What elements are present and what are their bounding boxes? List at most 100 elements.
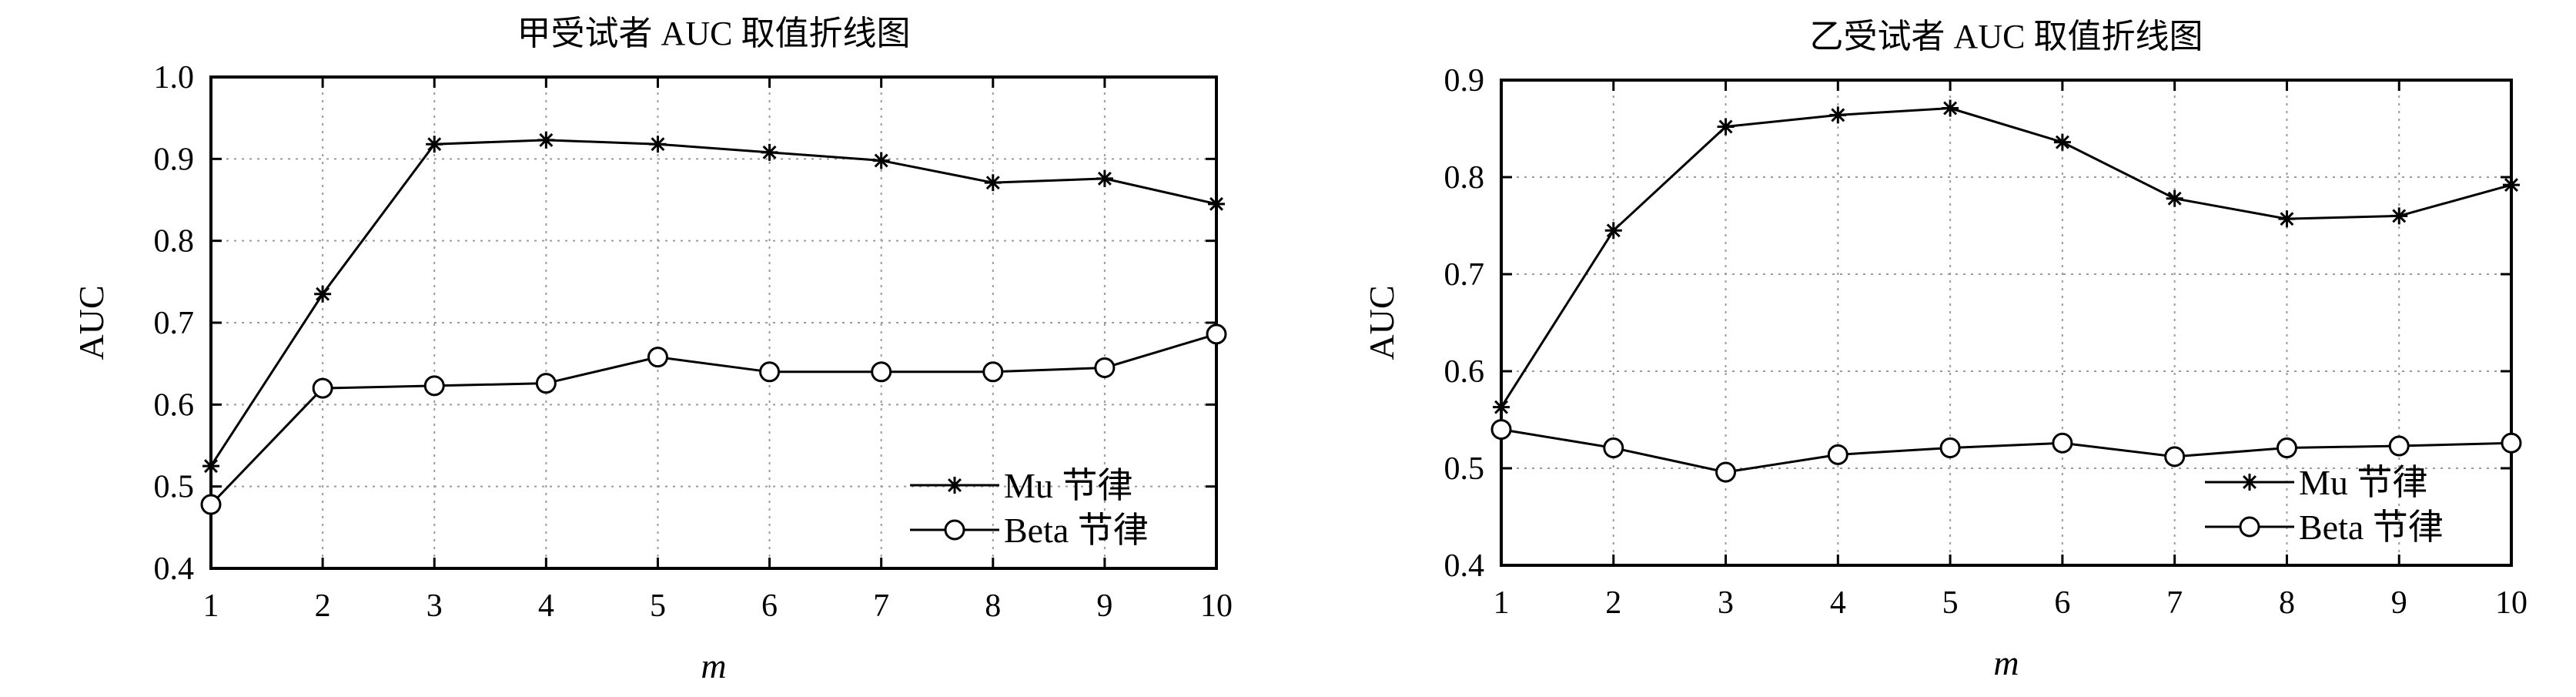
data-point — [2164, 446, 2186, 467]
x-tick-label: 6 — [2054, 585, 2070, 621]
x-tick-label: 6 — [761, 588, 778, 624]
series-mu — [202, 131, 1225, 475]
data-point — [426, 136, 443, 153]
data-point — [649, 136, 667, 153]
y-tick-label: 0.4 — [154, 551, 195, 587]
series-line — [209, 333, 1217, 506]
plot-frame — [1500, 79, 2513, 567]
y-tick-label: 0.9 — [1444, 63, 1485, 99]
data-point — [647, 347, 668, 368]
x-tick-label: 10 — [2495, 585, 2527, 621]
data-point — [871, 361, 892, 383]
legend-item: Beta 节律 — [2205, 508, 2444, 547]
data-point — [1827, 444, 1848, 465]
data-point — [200, 494, 222, 515]
y-tick-label: 0.7 — [154, 306, 195, 341]
y-tick-label: 0.4 — [1444, 548, 1485, 584]
legend: Mu 节律 Beta 节律 — [2205, 463, 2444, 547]
data-point — [2390, 207, 2408, 225]
legend-item: Beta 节律 — [910, 511, 1149, 550]
series-mu — [1493, 99, 2520, 416]
y-tick-label: 0.9 — [154, 142, 195, 177]
y-tick-label: 0.7 — [1444, 257, 1485, 293]
data-point — [2388, 435, 2410, 457]
series-line — [1500, 107, 2512, 408]
data-point — [202, 457, 219, 475]
plot-frame — [209, 75, 1218, 570]
legend-marker — [946, 477, 963, 494]
data-point — [759, 361, 781, 383]
x-tick-label: 2 — [315, 588, 331, 624]
x-tick-label: 10 — [1200, 588, 1233, 624]
data-point — [984, 174, 1002, 192]
legend-marker — [2239, 516, 2260, 538]
data-point — [1208, 195, 1225, 213]
y-tick-label: 0.6 — [154, 387, 195, 423]
y-axis-label: AUC — [72, 285, 111, 360]
chart-title: 乙受试者 AUC 取值折线图 — [1810, 18, 2203, 55]
x-axis-label: m — [1993, 643, 2019, 682]
y-tick-label: 0.8 — [1444, 160, 1485, 196]
x-tick-label: 7 — [873, 588, 889, 624]
data-point — [2276, 437, 2297, 459]
x-tick-label: 5 — [1942, 585, 1959, 621]
data-point — [2166, 189, 2183, 207]
x-tick-label: 2 — [1605, 585, 1621, 621]
x-tick-label: 7 — [2166, 585, 2183, 621]
data-point — [1604, 222, 1622, 240]
legend: Mu 节律 Beta 节律 — [910, 466, 1149, 550]
legend-label: Mu 节律 — [2299, 463, 2427, 502]
data-point — [1829, 106, 1847, 124]
legend-label: Beta 节律 — [2299, 508, 2444, 547]
x-tick-label: 8 — [2279, 585, 2295, 621]
data-point — [314, 285, 332, 303]
data-point — [2501, 432, 2522, 454]
data-point — [2052, 432, 2073, 454]
data-point — [761, 143, 778, 161]
x-tick-label: 9 — [1096, 588, 1112, 624]
data-point — [535, 373, 557, 394]
x-tick-label: 3 — [427, 588, 443, 624]
series-line — [209, 139, 1217, 467]
legend-item: Mu 节律 — [910, 466, 1132, 505]
data-point — [1490, 419, 1512, 441]
data-point — [2503, 176, 2520, 194]
y-tick-label: 0.5 — [154, 470, 195, 505]
series-beta — [1490, 419, 2522, 483]
x-tick-label: 3 — [1718, 585, 1734, 621]
legend-marker — [944, 519, 965, 541]
x-tick-label: 1 — [203, 588, 219, 624]
chart-panel-1: 甲受试者 AUC 取值折线图 0.4 0.5 0.6 0.7 0.8 0.9 1.0 1 2 3 4 5… — [72, 15, 1233, 685]
x-tick-label: 1 — [1494, 585, 1510, 621]
data-point — [1603, 437, 1624, 459]
legend-label: Mu 节律 — [1004, 466, 1132, 505]
legend-item: Mu 节律 — [2205, 463, 2427, 502]
x-tick-label: 8 — [985, 588, 1001, 624]
data-point — [1942, 99, 1959, 117]
data-point — [2053, 133, 2071, 151]
y-tick-label: 0.5 — [1444, 451, 1485, 487]
y-axis-label: AUC — [1362, 285, 1401, 360]
y-tick-label: 1.0 — [154, 60, 195, 96]
data-point — [537, 131, 555, 149]
legend-marker — [2241, 474, 2258, 491]
data-point — [1717, 118, 1735, 136]
data-point — [1206, 323, 1227, 345]
x-tick-label: 5 — [650, 588, 666, 624]
x-tick-label: 4 — [538, 588, 554, 624]
x-tick-label: 4 — [1830, 585, 1846, 621]
data-point — [1094, 357, 1116, 378]
data-point — [1939, 437, 1961, 459]
data-point — [1096, 169, 1113, 187]
legend-label: Beta 节律 — [1004, 511, 1149, 550]
data-point — [872, 152, 890, 169]
series-line — [1500, 428, 2512, 474]
x-tick-label: 9 — [2391, 585, 2407, 621]
y-tick-label: 0.6 — [1444, 354, 1485, 390]
data-point — [2278, 210, 2296, 228]
data-point — [1493, 398, 1510, 416]
data-point — [423, 375, 445, 397]
data-point — [1715, 461, 1737, 483]
